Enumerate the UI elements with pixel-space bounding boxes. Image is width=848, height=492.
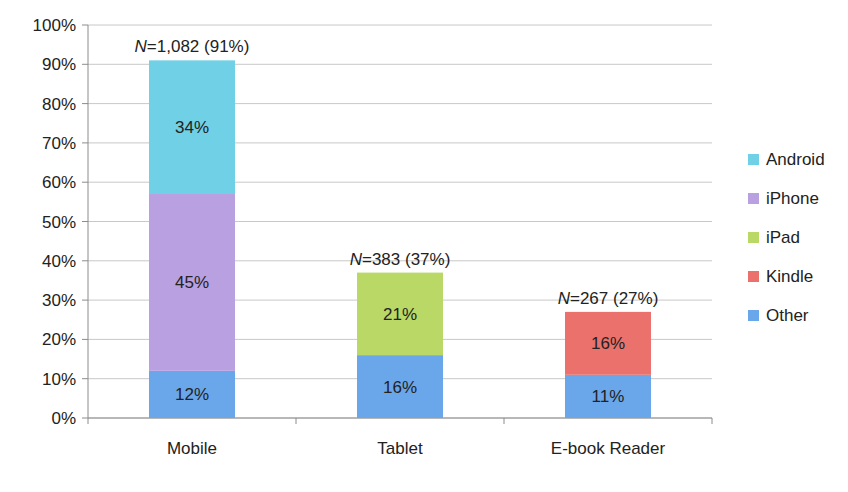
y-tick-label: 70% xyxy=(42,134,76,153)
legend-swatch xyxy=(748,154,759,165)
y-tick-label: 50% xyxy=(42,213,76,232)
y-tick-label: 10% xyxy=(42,370,76,389)
annotation: N=383 (37%) xyxy=(350,250,451,269)
x-tick-label: Mobile xyxy=(167,439,217,458)
bar-segment xyxy=(149,194,235,371)
bar-segment xyxy=(357,273,443,356)
y-tick-label: 80% xyxy=(42,95,76,114)
y-tick-label: 90% xyxy=(42,55,76,74)
annotation: N=1,082 (91%) xyxy=(135,37,250,56)
y-tick xyxy=(82,25,88,26)
legend-swatch xyxy=(748,271,759,282)
y-tick xyxy=(82,221,88,222)
annotation-part: =267 (27%) xyxy=(570,289,658,308)
x-tick-label: Tablet xyxy=(377,439,423,458)
data-label: 16% xyxy=(591,334,625,353)
y-tick xyxy=(82,103,88,104)
annotation-part: =383 (37%) xyxy=(362,250,450,269)
bar-segment xyxy=(357,355,443,418)
bar-segment xyxy=(149,371,235,418)
annotation-part: N xyxy=(135,37,148,56)
annotation: N=267 (27%) xyxy=(558,289,659,308)
legend-swatch xyxy=(748,310,759,321)
legend-label: iPhone xyxy=(766,189,819,208)
x-tick-label: E-book Reader xyxy=(551,439,666,458)
data-label: 12% xyxy=(175,385,209,404)
y-tick-label: 40% xyxy=(42,252,76,271)
data-labels: 12% 45% 34% 16% 21% 11% 16% xyxy=(175,118,625,406)
annotation-part: =1,082 (91%) xyxy=(147,37,250,56)
bars xyxy=(149,60,651,418)
legend: Android iPhone iPad Kindle Other xyxy=(748,150,825,325)
data-label: 34% xyxy=(175,118,209,137)
y-axis xyxy=(88,25,89,418)
legend-label: Android xyxy=(766,150,825,169)
data-label: 11% xyxy=(592,387,625,406)
data-label: 16% xyxy=(383,378,417,397)
y-tick xyxy=(82,378,88,379)
y-tick-label: 30% xyxy=(42,291,76,310)
annotation-part: N xyxy=(350,250,363,269)
data-label: 45% xyxy=(175,273,209,292)
legend-swatch xyxy=(748,193,759,204)
y-tick xyxy=(82,142,88,143)
y-tick xyxy=(82,339,88,340)
bar-segment xyxy=(149,60,235,194)
bar-segment xyxy=(565,375,651,418)
grid-line xyxy=(88,25,712,26)
x-tick xyxy=(88,418,89,424)
legend-label: Other xyxy=(766,306,809,325)
y-tick-label: 20% xyxy=(42,330,76,349)
y-tick xyxy=(82,418,88,419)
x-tick xyxy=(504,418,505,424)
legend-label: Kindle xyxy=(766,267,813,286)
y-tick xyxy=(82,64,88,65)
bar-segment xyxy=(565,312,651,375)
grid xyxy=(88,25,712,418)
x-tick xyxy=(712,418,713,424)
y-tick xyxy=(82,182,88,183)
x-tick xyxy=(296,418,297,424)
y-tick-label: 0% xyxy=(51,409,76,428)
y-tick xyxy=(82,260,88,261)
y-tick-label: 60% xyxy=(42,173,76,192)
legend-label: iPad xyxy=(766,228,800,247)
y-tick-label: 100% xyxy=(33,16,76,35)
annotation-part: N xyxy=(558,289,571,308)
y-tick xyxy=(82,300,88,301)
chart: 0% 10% 20% 30% 40% 50% 60% 70% 80% 90% 100% 12% 45% 3… xyxy=(0,0,848,492)
data-label: 21% xyxy=(383,305,417,324)
legend-swatch xyxy=(748,232,759,243)
